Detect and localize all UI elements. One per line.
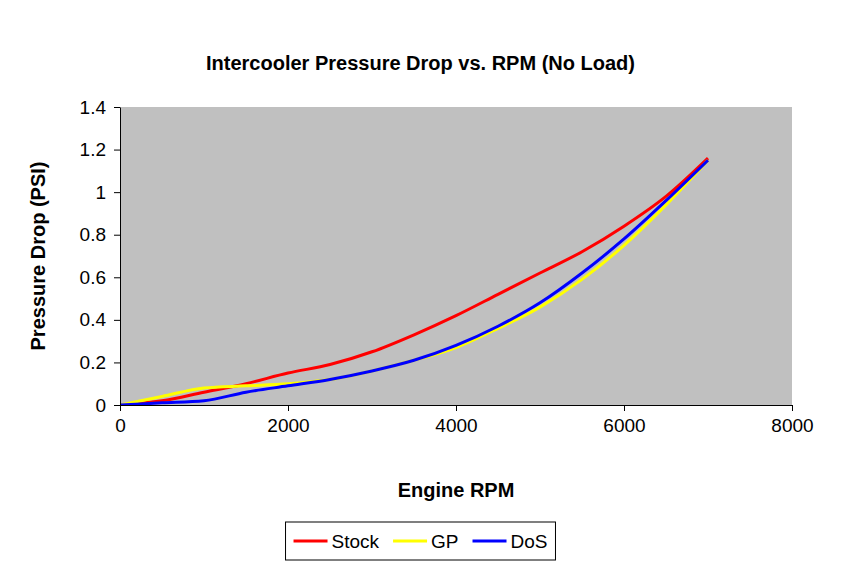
series-line <box>120 160 708 405</box>
tick-mark <box>114 192 120 193</box>
legend-label: Stock <box>332 531 380 552</box>
lines <box>120 158 708 405</box>
legend-label: GP <box>431 531 458 552</box>
y-axis-title: Pressure Drop (PSI) <box>27 162 49 351</box>
y-axis: 0 0.2 0.4 0.6 0.8 1 1.2 1.4 <box>80 97 121 416</box>
tick: 6000 <box>603 405 645 436</box>
tick: 1 <box>95 182 120 203</box>
legend-item: DoS <box>473 531 548 552</box>
background <box>0 0 841 569</box>
title: Intercooler Pressure Drop vs. RPM (No Lo… <box>206 52 635 74</box>
legend-swatch <box>393 540 427 543</box>
tick-mark <box>114 320 120 321</box>
tick-mark <box>114 277 120 278</box>
tick: 0.4 <box>80 309 120 330</box>
tick-label: 1.4 <box>80 97 107 118</box>
tick: 4000 <box>435 405 477 436</box>
tick-mark <box>120 405 121 411</box>
tick-label: 4000 <box>435 415 477 436</box>
tick-label: 0.8 <box>80 224 106 245</box>
tick-label: 0 <box>95 395 106 416</box>
tick-label: 0 <box>115 415 126 436</box>
tick-label: 0.4 <box>80 309 107 330</box>
tick-label: 6000 <box>603 415 645 436</box>
legend-swatch <box>473 540 507 543</box>
tick: 0.8 <box>80 224 120 245</box>
tick-mark <box>114 362 120 363</box>
tick: 0.6 <box>80 267 120 288</box>
legend-swatch <box>294 540 328 543</box>
series-line <box>120 160 708 405</box>
tick: 2000 <box>267 405 309 436</box>
tick-mark <box>114 405 120 406</box>
series-line <box>120 158 708 405</box>
tick: 0 <box>115 405 126 436</box>
tick-mark <box>288 405 289 411</box>
tick-mark <box>114 107 120 108</box>
tick-label: 1.2 <box>80 139 106 160</box>
tick-label: 0.6 <box>80 267 106 288</box>
tick: 1.4 <box>80 97 120 118</box>
tick-mark <box>456 405 457 411</box>
tick-mark <box>114 150 120 151</box>
legend: Stock GP DoS <box>286 522 556 560</box>
chart: 0 2000 4000 6000 8000 0 0.2 0.4 0.6 0.8 1 1.2 1.4 Int… <box>0 0 841 569</box>
legend-box <box>286 522 556 560</box>
legend-label: DoS <box>511 531 548 552</box>
tick-label: 1 <box>95 182 106 203</box>
axis-line <box>120 108 121 406</box>
tick: 0.2 <box>80 352 120 373</box>
legend-item: Stock <box>294 531 380 552</box>
x-axis: 0 2000 4000 6000 8000 <box>115 405 813 436</box>
plot-area <box>120 107 792 405</box>
tick-mark <box>792 405 793 411</box>
tick: 8000 <box>771 405 813 436</box>
tick: 0 <box>95 395 120 416</box>
tick-label: 2000 <box>267 415 309 436</box>
tick-mark <box>624 405 625 411</box>
tick-mark <box>114 235 120 236</box>
tick-label: 0.2 <box>80 352 106 373</box>
tick-label: 8000 <box>771 415 813 436</box>
legend-item: GP <box>393 531 458 552</box>
x-axis-title: Engine RPM <box>398 479 515 501</box>
tick: 1.2 <box>80 139 120 160</box>
